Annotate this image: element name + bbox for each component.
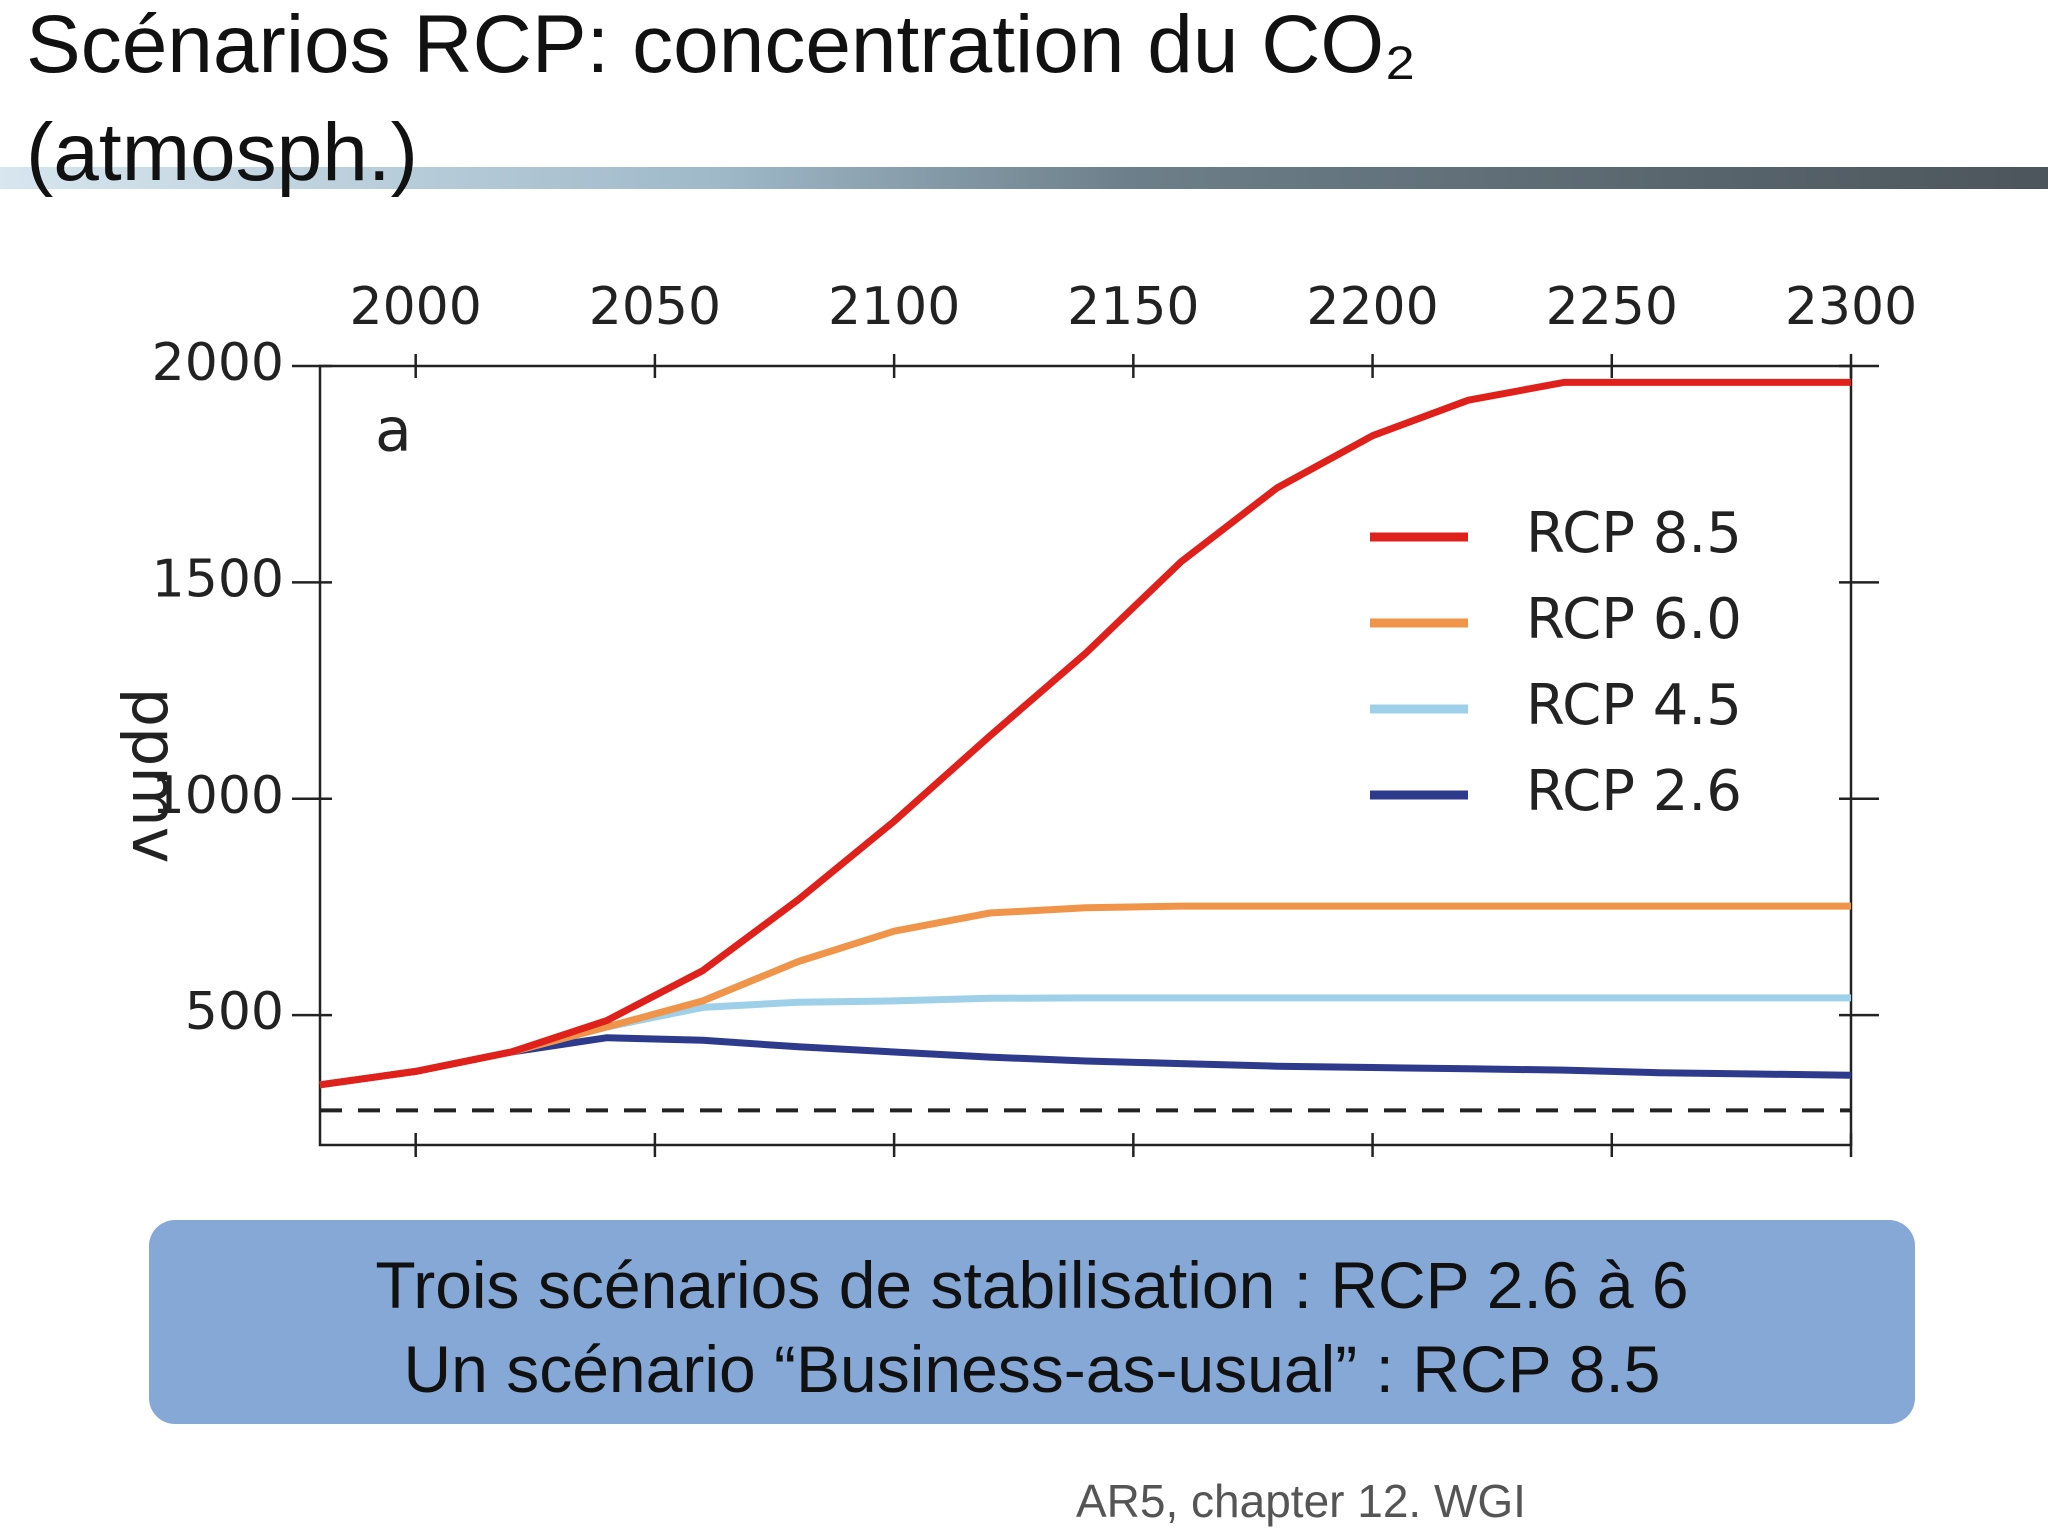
summary-line: Trois scénarios de stabilisation : RCP 2…	[375, 1248, 1689, 1322]
x-tick-label: 2250	[1546, 277, 1678, 337]
x-tick-label: 2100	[828, 277, 960, 337]
y-axis-label: ppmv	[118, 688, 191, 864]
title-line: (atmosph.)	[26, 107, 418, 198]
summary-box: Trois scénarios de stabilisation : RCP 2…	[149, 1220, 1915, 1424]
x-tick-label: 2050	[589, 277, 721, 337]
chart: 2000 2050 2100 2150 2200 2250 2300 500 1000 1500 2…	[118, 277, 1917, 1157]
y-tick-label: 500	[185, 982, 284, 1042]
legend-label: RCP 6.0	[1526, 587, 1742, 652]
series-line	[319, 1034, 1852, 1089]
plot-frame	[318, 364, 1853, 1147]
x-tick-label: 2150	[1067, 277, 1199, 337]
y-tick-label: 1500	[152, 549, 284, 609]
summary-line: Un scénario “Business-as-usual” : RCP 8.…	[403, 1332, 1661, 1406]
series-line	[319, 902, 1851, 1089]
legend-label: RCP 4.5	[1526, 673, 1742, 738]
title-line: Scénarios RCP: concentration du CO₂	[26, 0, 1417, 90]
series-line	[319, 378, 1851, 1089]
panel-label: a	[375, 396, 412, 466]
y-tick-label: 1000	[152, 766, 284, 826]
source: AR5, chapter 12. WGI	[1076, 1475, 1526, 1527]
x-tick-label: 2300	[1785, 277, 1917, 337]
y-tick-label: 2000	[152, 333, 284, 393]
legend-label: RCP 2.6	[1526, 759, 1742, 824]
x-tick-label: 2200	[1306, 277, 1438, 337]
header-stripe	[0, 167, 2048, 189]
legend-label: RCP 8.5	[1526, 501, 1742, 566]
x-tick-label: 2000	[350, 277, 482, 337]
